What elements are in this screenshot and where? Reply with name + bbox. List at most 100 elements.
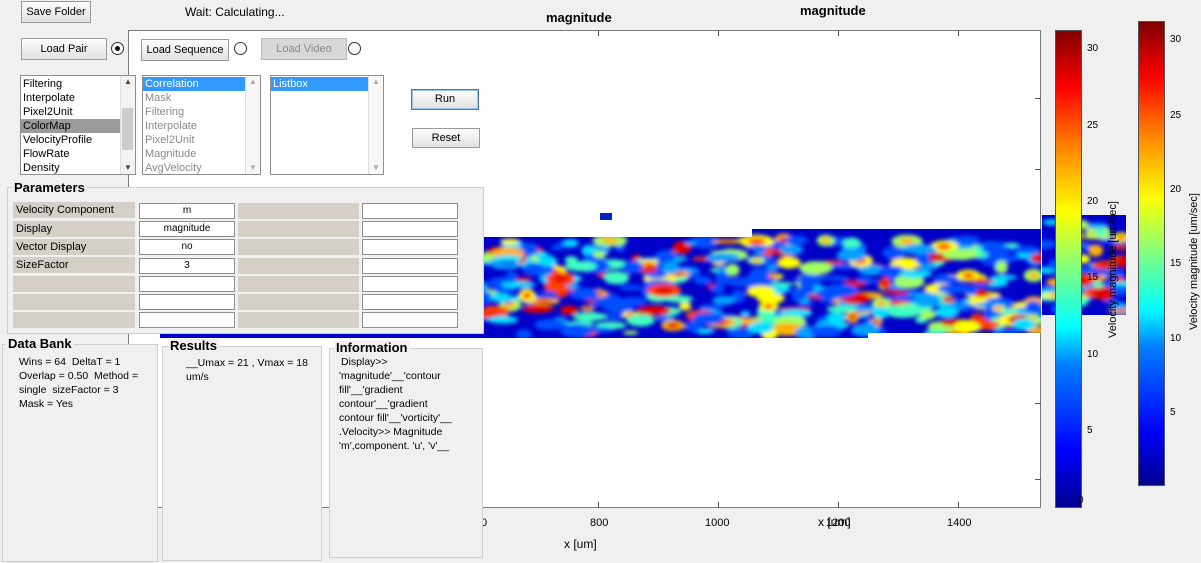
listbox-scrollbar[interactable]: ▲ ▼ — [368, 76, 383, 174]
scroll-up-icon[interactable]: ▲ — [372, 77, 380, 86]
results-line: __Umax = 21 , Vmax = 18 — [186, 357, 308, 369]
field-blob — [711, 284, 725, 294]
load-sequence-radio[interactable] — [234, 42, 247, 55]
field-blob — [919, 310, 936, 320]
scroll-down-icon[interactable]: ▼ — [124, 163, 132, 172]
field-blob — [856, 276, 870, 283]
list-item[interactable]: Interpolate — [145, 120, 197, 132]
param-value-input[interactable]: no — [139, 239, 235, 255]
field-blob — [821, 237, 831, 244]
run-button[interactable]: Run — [411, 89, 479, 110]
param-value-input[interactable] — [362, 294, 458, 310]
load-sequence-button[interactable]: Load Sequence — [141, 39, 229, 61]
reset-button[interactable]: Reset — [412, 128, 480, 148]
field-blob — [934, 307, 959, 318]
colorbar-1-tick-30: 30 — [1087, 43, 1099, 54]
field-blob — [685, 240, 698, 246]
list-item-selected[interactable]: Listbox — [271, 77, 383, 91]
field-blob — [712, 295, 736, 305]
field-blob — [976, 291, 984, 296]
param-value-input[interactable]: magnitude — [139, 221, 235, 237]
field-blob — [990, 274, 1018, 280]
param-value-input[interactable] — [362, 258, 458, 274]
field-blob — [662, 261, 680, 275]
load-video-button[interactable]: Load Video — [261, 38, 347, 60]
field-blob — [901, 244, 936, 255]
save-folder-button[interactable]: Save Folder — [21, 1, 91, 23]
field-blob — [697, 257, 707, 260]
scroll-down-icon[interactable]: ▼ — [372, 163, 380, 172]
list-item[interactable]: Magnitude — [145, 148, 197, 160]
field-blob — [865, 321, 877, 335]
databank-line: single sizeFactor = 3 — [19, 384, 119, 396]
param-value-input[interactable]: 3 — [139, 258, 235, 274]
load-video-radio[interactable] — [348, 42, 361, 55]
field-blob — [645, 271, 668, 279]
list-item-selected[interactable]: ColorMap — [21, 119, 135, 133]
param-value-input[interactable] — [362, 203, 458, 219]
field-blob — [603, 271, 630, 284]
list-item[interactable]: FlowRate — [23, 148, 70, 160]
results-title: Results — [168, 338, 219, 353]
list-item[interactable]: Filtering — [23, 78, 63, 90]
param-value-input[interactable]: m — [139, 203, 235, 219]
scroll-up-icon[interactable]: ▲ — [249, 77, 257, 86]
list-item[interactable]: Pixel2Unit — [145, 134, 195, 146]
colorbar-2-tick-5: 5 — [1170, 407, 1176, 418]
colorbar-1-tick-15: 15 — [1087, 272, 1099, 283]
field-blob — [534, 318, 565, 331]
list-item[interactable]: Mask — [145, 92, 172, 104]
param-value-input[interactable] — [362, 239, 458, 255]
list-item[interactable]: VelocityProfile — [23, 134, 93, 146]
field-blob — [995, 260, 1008, 274]
param-value-input[interactable] — [362, 276, 458, 292]
process-listbox[interactable]: Correlation Mask Filtering Interpolate P… — [142, 75, 261, 175]
field-blob — [878, 265, 906, 278]
field-blob — [719, 240, 735, 243]
parameters-title: Parameters — [12, 180, 87, 195]
field-blob — [770, 282, 795, 287]
field-blob — [584, 307, 591, 310]
databank-title: Data Bank — [6, 336, 74, 351]
databank-line: Mask = Yes — [19, 398, 73, 410]
param-value-input[interactable] — [362, 221, 458, 237]
param-value-input[interactable] — [139, 294, 235, 310]
field-blob — [899, 269, 932, 278]
field-blob — [1086, 222, 1109, 229]
field-blob — [883, 290, 910, 295]
param-value-input[interactable] — [139, 276, 235, 292]
field-blob — [692, 312, 724, 325]
load-pair-button[interactable]: Load Pair — [21, 38, 107, 60]
field-blob — [827, 275, 850, 281]
postprocess-listbox[interactable]: Filtering Interpolate Pixel2Unit ColorMa… — [20, 75, 136, 175]
list-item[interactable]: Interpolate — [23, 92, 75, 104]
list-item[interactable]: Pixel2Unit — [23, 106, 73, 118]
listbox-scrollbar[interactable]: ▲ ▼ — [120, 76, 135, 174]
list-item[interactable]: Density — [23, 162, 60, 174]
information-title: Information — [334, 340, 410, 355]
field-blob — [1112, 281, 1126, 287]
field-blob — [881, 280, 888, 287]
plot-title-left: magnitude — [546, 10, 612, 25]
param-value-input[interactable] — [139, 312, 235, 328]
field-blob — [1094, 229, 1106, 236]
load-pair-radio[interactable] — [111, 42, 124, 55]
information-line: fill'__'gradient — [339, 384, 403, 396]
scroll-thumb[interactable] — [122, 108, 133, 150]
list-item[interactable]: Filtering — [145, 106, 185, 118]
list-item-selected[interactable]: Correlation — [143, 77, 260, 91]
listbox-scrollbar[interactable]: ▲ ▼ — [245, 76, 260, 174]
param-label-empty — [238, 312, 359, 328]
param-value-input[interactable] — [362, 312, 458, 328]
field-blob — [779, 244, 804, 255]
list-item[interactable]: AvgVelocity — [145, 162, 202, 174]
field-blob — [589, 301, 624, 307]
field-blob — [740, 310, 751, 317]
scroll-up-icon[interactable]: ▲ — [124, 77, 132, 86]
param-label-empty — [13, 312, 135, 328]
field-blob — [766, 274, 779, 279]
field-blob — [1030, 253, 1041, 264]
scroll-down-icon[interactable]: ▼ — [249, 163, 257, 172]
output-listbox[interactable]: Listbox ▲ ▼ — [270, 75, 384, 175]
databank-panel — [2, 344, 158, 562]
